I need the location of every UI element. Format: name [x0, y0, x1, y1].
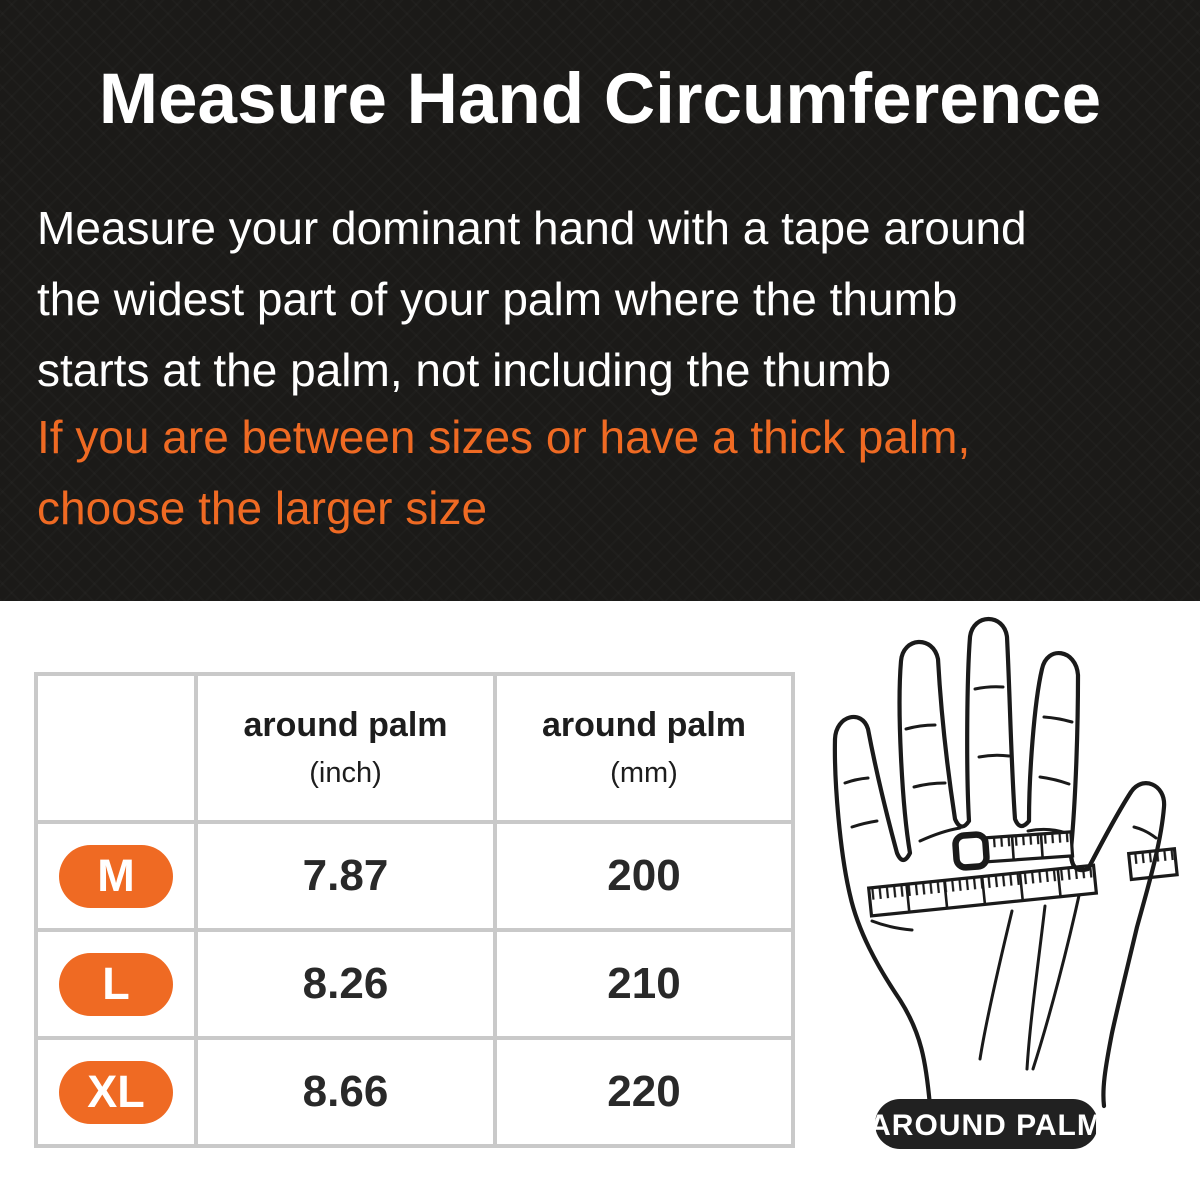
inch-value-xl: 8.66 — [194, 1036, 497, 1148]
hand-with-tape-measure-icon: AROUND PALM — [832, 617, 1179, 1149]
table-row-m: M 7.87 200 — [34, 820, 795, 932]
tip-line: If you are between sizes or have a thick… — [37, 411, 971, 463]
mm-value-l: 210 — [493, 928, 795, 1040]
thumb-edge-overlap — [1068, 789, 1134, 873]
inch-column-header: around palm (inch) — [194, 672, 497, 824]
mm-value-m: 200 — [493, 820, 795, 932]
intro-line: starts at the palm, not including the th… — [37, 344, 892, 396]
inch-value-l: 8.26 — [194, 928, 497, 1040]
inch-value-m: 7.87 — [194, 820, 497, 932]
around-palm-badge: AROUND PALM — [869, 1099, 1103, 1149]
size-badge-m: M — [59, 844, 173, 908]
mm-value-xl: 220 — [493, 1036, 795, 1148]
hero-section: Measure Hand Circumference Measure your … — [0, 0, 1200, 601]
size-badge-l: L — [59, 952, 173, 1016]
tape-tail — [981, 830, 1075, 864]
intro-line: the widest part of your palm where the t… — [37, 273, 958, 325]
around-palm-label: AROUND PALM — [869, 1109, 1103, 1142]
finger-creases — [843, 685, 1158, 840]
size-table: around palm (inch) around palm (mm) M 7.… — [34, 672, 795, 1148]
column-title: around palm — [541, 705, 747, 744]
palm-creases — [870, 826, 1082, 1071]
column-title: around palm — [243, 705, 448, 744]
size-badge-xl: XL — [59, 1060, 173, 1124]
size-column-header — [34, 672, 198, 824]
table-row-l: L 8.26 210 — [34, 928, 795, 1040]
table-row-xl: XL 8.66 220 — [34, 1036, 795, 1148]
page-title: Measure Hand Circumference — [98, 60, 1102, 139]
column-unit: (inch) — [309, 757, 382, 790]
intro-text: Measure your dominant hand with a tape a… — [37, 193, 1187, 406]
tip-text: If you are between sizes or have a thick… — [37, 402, 1187, 544]
intro-line: Measure your dominant hand with a tape a… — [37, 202, 1027, 254]
column-unit: (mm) — [610, 757, 678, 790]
tip-line: choose the larger size — [37, 482, 488, 534]
size-chart-section: around palm (inch) around palm (mm) M 7.… — [0, 601, 1200, 1200]
tape-buckle — [952, 831, 990, 871]
table-header-row: around palm (inch) around palm (mm) — [34, 672, 795, 824]
mm-column-header: around palm (mm) — [493, 672, 795, 824]
tape-measure-band — [866, 863, 1099, 918]
